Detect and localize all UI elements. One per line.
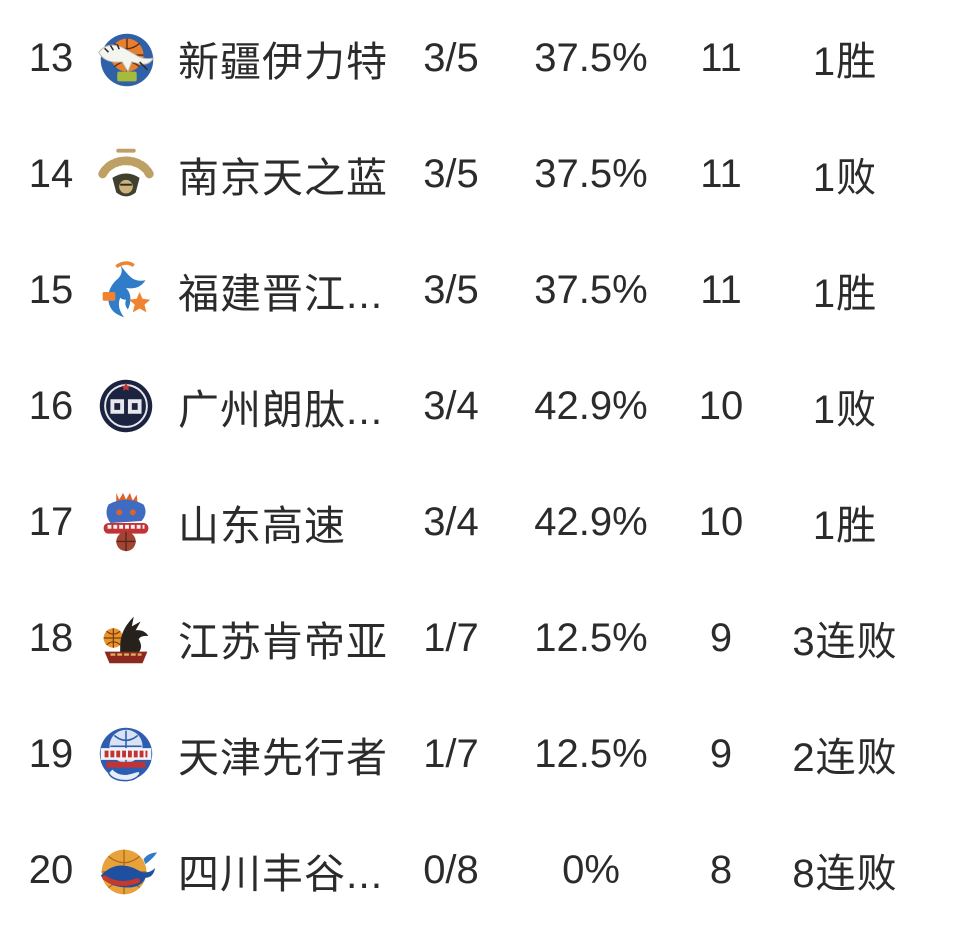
team-streak: 2连败 <box>792 736 898 780</box>
team-rank: 17 <box>28 499 74 544</box>
standings-row-jiangsu[interactable]: 18 江苏肯帝亚 1/7 12.5% 9 3连败 <box>0 580 960 696</box>
team-points: 11 <box>700 151 742 196</box>
team-record: 1/7 <box>423 615 479 660</box>
team-rank: 18 <box>28 615 74 660</box>
xinjiang-flying-tigers-logo-icon <box>90 22 162 94</box>
standings-row-shandong[interactable]: 17 山东高速 3/4 42.9% 10 1胜 <box>0 464 960 580</box>
team-record: 3/5 <box>423 151 479 196</box>
team-win-pct: 12.5% <box>534 731 648 776</box>
team-win-pct: 42.9% <box>534 499 648 544</box>
team-win-pct: 0% <box>562 847 620 892</box>
standings-row-fujian[interactable]: 15 福建晋江... 3/5 37.5% 11 1胜 <box>0 232 960 348</box>
guangzhou-loong-lions-logo-icon <box>90 370 162 442</box>
team-streak: 1败 <box>812 156 878 200</box>
team-name: 山东高速 <box>178 503 346 549</box>
team-win-pct: 12.5% <box>534 615 648 660</box>
team-record: 3/5 <box>423 267 479 312</box>
team-name: 新疆伊力特 <box>178 39 388 85</box>
team-record: 1/7 <box>423 731 479 776</box>
team-name: 福建晋江... <box>178 271 384 317</box>
team-record: 3/5 <box>423 35 479 80</box>
team-rank: 20 <box>28 847 74 892</box>
tianjin-pioneers-logo-icon <box>90 718 162 790</box>
team-points: 9 <box>709 615 733 660</box>
team-rank: 16 <box>28 383 74 428</box>
standings-row-nanjing[interactable]: 14 南京天之蓝 3/5 37.5% 11 1败 <box>0 116 960 232</box>
team-points: 9 <box>709 731 733 776</box>
team-win-pct: 37.5% <box>534 35 648 80</box>
team-points: 10 <box>698 383 744 428</box>
fujian-jinjiang-dolphin-logo-icon <box>90 254 162 326</box>
team-record: 0/8 <box>423 847 479 892</box>
team-rank: 13 <box>28 35 74 80</box>
shandong-hi-speed-dragon-logo-icon <box>90 486 162 558</box>
team-record: 3/4 <box>423 499 479 544</box>
team-streak: 1胜 <box>812 504 878 548</box>
team-points: 10 <box>698 499 744 544</box>
team-points: 8 <box>709 847 733 892</box>
team-name: 广州朗肽... <box>178 387 384 433</box>
standings-row-tianjin[interactable]: 19 天津先行者 1/7 12.5% 9 2连败 <box>0 696 960 812</box>
team-streak: 1败 <box>812 388 878 432</box>
team-record: 3/4 <box>423 383 479 428</box>
team-win-pct: 37.5% <box>534 267 648 312</box>
team-win-pct: 42.9% <box>534 383 648 428</box>
team-rank: 14 <box>28 151 74 196</box>
team-points: 11 <box>700 267 742 312</box>
nanjing-monkey-kings-logo-icon <box>90 138 162 210</box>
team-streak: 1胜 <box>812 272 878 316</box>
team-name: 天津先行者 <box>178 735 388 781</box>
team-streak: 8连败 <box>792 852 898 896</box>
team-win-pct: 37.5% <box>534 151 648 196</box>
team-streak: 1胜 <box>812 40 878 84</box>
standings-row-guangzhou[interactable]: 16 广州朗肽... 3/4 42.9% 10 1败 <box>0 348 960 464</box>
team-name: 江苏肯帝亚 <box>178 619 388 665</box>
sichuan-blue-whales-logo-icon <box>90 834 162 906</box>
team-rank: 15 <box>28 267 74 312</box>
team-rank: 19 <box>28 731 74 776</box>
team-name: 四川丰谷... <box>178 851 384 897</box>
standings-row-sichuan[interactable]: 20 四川丰谷... 0/8 0% 8 8连败 <box>0 812 960 928</box>
jiangsu-kentier-dragon-logo-icon <box>90 602 162 674</box>
team-name: 南京天之蓝 <box>178 155 388 201</box>
standings-row-xinjiang[interactable]: 13 新疆伊力特 3/5 37.5% 11 1胜 <box>0 0 960 116</box>
team-streak: 3连败 <box>792 620 898 664</box>
team-points: 11 <box>700 35 742 80</box>
